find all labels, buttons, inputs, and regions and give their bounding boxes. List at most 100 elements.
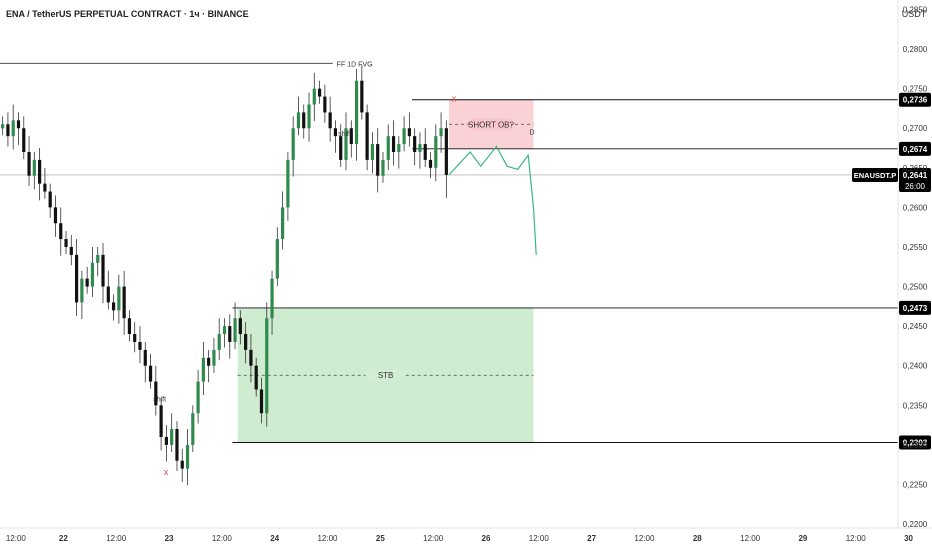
candle[interactable] <box>101 243 105 304</box>
candle[interactable] <box>138 326 142 364</box>
candle[interactable] <box>207 349 211 383</box>
candle[interactable] <box>53 195 58 237</box>
candle[interactable] <box>317 80 322 104</box>
candle[interactable] <box>233 302 237 350</box>
candle[interactable] <box>201 341 205 396</box>
candle[interactable] <box>281 191 285 250</box>
candle[interactable] <box>180 448 184 483</box>
candle[interactable] <box>349 120 353 158</box>
candle[interactable] <box>16 112 21 145</box>
candle[interactable] <box>96 246 100 277</box>
candle[interactable] <box>22 116 26 160</box>
candle[interactable] <box>191 405 195 453</box>
candle[interactable] <box>407 112 411 147</box>
candle[interactable] <box>48 183 52 218</box>
candle[interactable] <box>302 104 306 139</box>
candle[interactable] <box>43 167 47 199</box>
candles-layer[interactable] <box>1 64 448 486</box>
candle[interactable] <box>381 151 385 183</box>
candle[interactable] <box>360 64 364 120</box>
candle[interactable] <box>106 270 110 310</box>
projection-path[interactable] <box>448 145 537 255</box>
candle[interactable] <box>397 136 401 169</box>
candle[interactable] <box>439 112 443 153</box>
candle[interactable] <box>354 68 359 161</box>
candle[interactable] <box>11 104 15 150</box>
candle[interactable] <box>391 120 396 166</box>
candle[interactable] <box>270 270 274 335</box>
candle[interactable] <box>143 341 147 383</box>
candle[interactable] <box>159 397 163 451</box>
candle[interactable] <box>80 270 84 320</box>
candle[interactable] <box>307 92 311 142</box>
candle[interactable] <box>249 334 253 383</box>
candle[interactable] <box>148 353 153 389</box>
candle[interactable] <box>217 318 221 361</box>
candle[interactable] <box>212 338 216 373</box>
currency-label: USDT <box>902 9 927 19</box>
candle[interactable] <box>286 151 290 221</box>
time-tick-label: 12:00 <box>6 534 27 543</box>
price-axis[interactable]: 0,2736 0,2674 0,2473 0,2303 ENAUSDT.P 0,2641 2… <box>852 5 931 529</box>
candle[interactable] <box>275 227 279 286</box>
candle-body-up <box>265 318 269 414</box>
candle[interactable] <box>38 148 42 201</box>
candle[interactable] <box>85 266 89 294</box>
candle[interactable] <box>423 128 427 168</box>
candle[interactable] <box>365 104 369 171</box>
candle[interactable] <box>222 318 227 348</box>
candle[interactable] <box>244 322 248 364</box>
candle[interactable] <box>6 112 10 147</box>
candle[interactable] <box>413 128 417 166</box>
candle[interactable] <box>434 124 438 182</box>
candle-body-down <box>249 349 253 366</box>
candle-body-down <box>111 302 116 311</box>
candle[interactable] <box>259 377 264 424</box>
price-tick-label: 0,2850 <box>903 5 928 14</box>
candle[interactable] <box>444 120 448 198</box>
candle[interactable] <box>59 207 63 256</box>
candle[interactable] <box>27 136 31 187</box>
candle-body-down <box>407 128 411 137</box>
candle[interactable] <box>333 120 338 153</box>
candle[interactable] <box>32 151 36 190</box>
candle[interactable] <box>344 112 348 171</box>
candle[interactable] <box>402 116 406 152</box>
candle[interactable] <box>228 314 232 359</box>
candle[interactable] <box>117 274 121 324</box>
candle[interactable] <box>90 246 95 297</box>
candle[interactable] <box>323 84 327 123</box>
candle[interactable] <box>370 132 375 174</box>
candle[interactable] <box>376 128 380 193</box>
candle[interactable] <box>1 116 5 136</box>
candle[interactable] <box>418 132 422 169</box>
price-tick-label: 0,2350 <box>903 401 928 410</box>
candle[interactable] <box>154 365 158 416</box>
candle[interactable] <box>339 124 343 168</box>
candle[interactable] <box>111 294 116 321</box>
candle[interactable] <box>64 231 68 255</box>
candle[interactable] <box>238 310 242 345</box>
candle[interactable] <box>312 72 316 122</box>
candle[interactable] <box>328 96 332 142</box>
candle[interactable] <box>122 270 126 335</box>
candle[interactable] <box>386 124 390 171</box>
candle[interactable] <box>74 239 79 316</box>
candle[interactable] <box>127 310 132 342</box>
candle[interactable] <box>196 369 200 424</box>
time-axis[interactable]: 12:00 22 12:00 23 12:00 24 12:00 25 12:00 26 12:00… <box>0 527 932 543</box>
candle[interactable] <box>185 429 190 486</box>
candle[interactable] <box>291 116 295 177</box>
candle[interactable] <box>175 421 179 472</box>
candle-body-down <box>323 96 327 113</box>
candle[interactable] <box>265 302 269 427</box>
candle[interactable] <box>296 96 301 136</box>
candle[interactable] <box>69 235 73 266</box>
candle[interactable] <box>170 413 174 453</box>
candle[interactable] <box>164 425 168 462</box>
candle[interactable] <box>133 322 137 353</box>
candle-body-down <box>64 239 68 247</box>
candle[interactable] <box>254 357 258 397</box>
candle[interactable] <box>428 151 433 179</box>
